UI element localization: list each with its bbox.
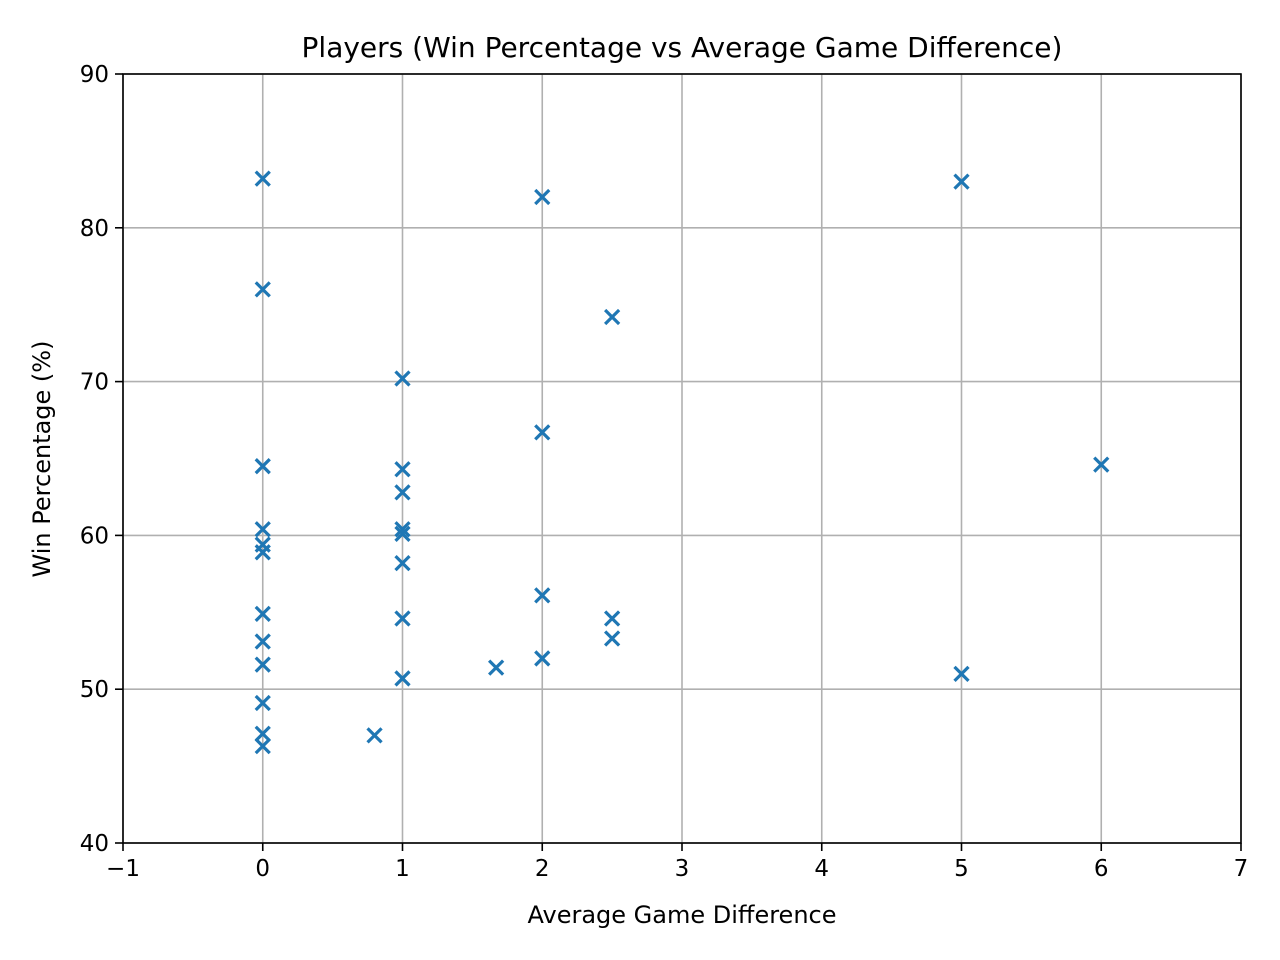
data-point <box>394 670 411 687</box>
x-tick-label: 5 <box>954 856 969 882</box>
grid-lines <box>122 73 1242 844</box>
data-point <box>254 605 271 622</box>
chart-title: Players (Win Percentage vs Average Game … <box>302 31 1063 64</box>
y-axis-label: Win Percentage (%) <box>28 341 56 578</box>
data-point <box>1093 456 1110 473</box>
data-point <box>254 725 271 742</box>
x-tick-label: 4 <box>814 856 829 882</box>
x-tick-label: 7 <box>1234 856 1249 882</box>
data-point <box>366 727 383 744</box>
data-point <box>534 424 551 441</box>
data-point <box>254 633 271 650</box>
data-point <box>254 544 271 561</box>
x-axis-label: Average Game Difference <box>528 901 837 929</box>
data-point <box>394 370 411 387</box>
data-point <box>254 656 271 673</box>
data-point <box>254 458 271 475</box>
data-point <box>534 650 551 667</box>
data-point <box>394 461 411 478</box>
data-point <box>603 630 621 647</box>
data-point <box>953 665 970 682</box>
data-point <box>534 587 551 604</box>
x-axis-ticks: −1 0 1 2 3 4 5 6 7 <box>106 843 1248 882</box>
data-point <box>254 170 271 187</box>
data-point <box>488 659 505 676</box>
data-point <box>394 525 411 542</box>
data-point <box>394 521 411 538</box>
y-tick-label: 90 <box>80 62 109 88</box>
x-tick-label: 0 <box>255 856 270 882</box>
y-tick-label: 70 <box>80 370 109 396</box>
data-point <box>254 281 271 298</box>
data-point <box>603 610 621 627</box>
x-tick-label: 1 <box>395 856 410 882</box>
data-point <box>254 737 271 755</box>
y-tick-label: 80 <box>80 216 109 242</box>
data-points <box>254 170 1110 755</box>
data-point <box>394 554 411 572</box>
y-tick-label: 50 <box>80 677 109 703</box>
data-point <box>394 610 411 627</box>
data-point <box>603 308 621 326</box>
data-point <box>254 521 271 538</box>
x-tick-label: 6 <box>1094 856 1109 882</box>
y-tick-label: 40 <box>80 831 109 857</box>
data-point <box>394 484 411 501</box>
x-tick-label: 3 <box>675 856 690 882</box>
y-axis-ticks: 40 50 60 70 80 90 <box>80 62 123 857</box>
x-tick-label: 2 <box>535 856 550 882</box>
data-point <box>254 694 271 712</box>
data-point <box>534 188 551 206</box>
data-point <box>953 173 970 190</box>
y-tick-label: 60 <box>80 523 109 549</box>
x-tick-label: −1 <box>106 856 140 882</box>
